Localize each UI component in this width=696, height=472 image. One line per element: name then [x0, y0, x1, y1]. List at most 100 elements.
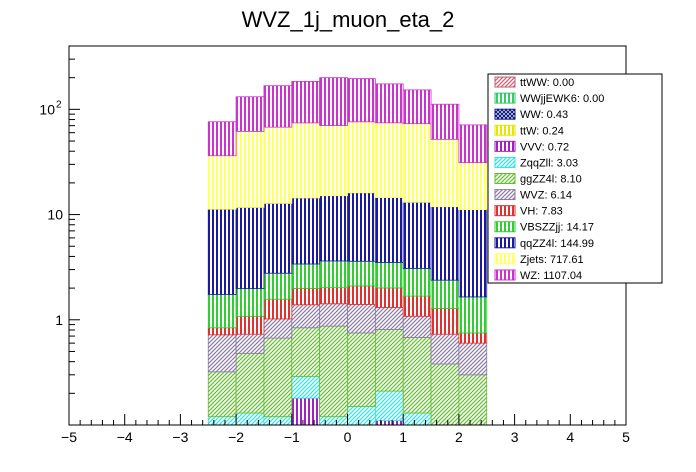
legend-entry-label: WW: 0.43 [520, 109, 568, 121]
bar-qqzz4l-bin-9 [458, 209, 488, 298]
bar-wz-bin-7 [402, 89, 432, 125]
bar-zjets-bin-8 [430, 138, 460, 208]
legend-entry-label: ggZZ4l: 8.10 [520, 174, 582, 186]
legend-swatch [494, 269, 516, 281]
bar-zqqzll-bin-6 [374, 390, 404, 422]
bar-ggzz4l-bin-7 [402, 337, 432, 414]
bar-zjets-bin-4 [319, 125, 348, 197]
legend-entry-label: VBSZZjj: 14.17 [520, 222, 594, 234]
bar-vbszzjj-bin-4 [319, 260, 348, 289]
bar-vh-bin-8 [430, 308, 460, 335]
legend: ttWW: 0.00 WWjjEWK6: 0.00 WW: 0.43 ttW: 0.2… [487, 73, 663, 284]
legend-swatch [494, 189, 516, 201]
legend-swatch [494, 108, 516, 120]
bar-wvz-bin-0 [207, 334, 237, 373]
bar-wz-bin-4 [319, 77, 348, 126]
bar-wz-bin-8 [430, 103, 460, 140]
legend-entry-label: WWjjEWK6: 0.00 [520, 93, 604, 105]
bar-vbszzjj-bin-1 [235, 288, 265, 317]
x-tick-label: 3 [511, 429, 519, 445]
bar-vbszzjj-bin-7 [402, 267, 432, 297]
bar-qqzz4l-bin-7 [402, 201, 432, 269]
bar-vh-bin-2 [263, 298, 293, 320]
bar-zjets-bin-7 [402, 123, 432, 203]
x-tick-label: −2 [228, 429, 244, 445]
bar-wvz-bin-6 [374, 307, 404, 330]
x-tick-label: −1 [284, 429, 300, 445]
x-tick-label: 4 [566, 429, 574, 445]
bar-wz-bin-3 [291, 80, 321, 124]
bar-wvz-bin-3 [291, 304, 321, 329]
bar-wz-bin-2 [263, 85, 293, 128]
legend-swatch [494, 221, 516, 233]
bar-zjets-bin-1 [235, 131, 265, 208]
bar-ggzz4l-bin-5 [347, 332, 376, 407]
bar-ggzz4l-bin-9 [458, 374, 488, 426]
bar-qqzz4l-bin-5 [347, 192, 376, 262]
bar-vbszzjj-bin-0 [207, 294, 237, 329]
bar-zqqzll-bin-5 [347, 406, 376, 426]
bar-vh-bin-6 [374, 287, 404, 308]
bar-ggzz4l-bin-0 [207, 371, 237, 418]
legend-swatch [494, 140, 516, 152]
legend-entry-label: WVZ: 6.14 [520, 190, 572, 202]
x-tick-label: 2 [455, 429, 463, 445]
bar-zqqzll-bin-7 [402, 412, 432, 426]
legend-swatch [494, 173, 516, 184]
x-tick-label: 1 [399, 429, 407, 445]
bar-vbszzjj-bin-8 [430, 279, 460, 309]
bar-wvz-bin-9 [458, 342, 488, 376]
y-tick-label: 10 [47, 207, 63, 223]
bar-qqzz4l-bin-0 [207, 208, 237, 295]
bar-vbszzjj-bin-5 [347, 260, 376, 287]
bar-zjets-bin-0 [207, 155, 237, 210]
bar-zqqzll-bin-1 [235, 412, 265, 426]
legend-entry-label: VH: 7.83 [520, 206, 563, 218]
x-tick-label: −3 [172, 429, 188, 445]
histogram-bars [207, 77, 488, 426]
bar-qqzz4l-bin-2 [263, 202, 293, 274]
bar-zjets-bin-2 [263, 126, 293, 204]
bar-ggzz4l-bin-8 [430, 363, 460, 426]
bar-vh-bin-5 [347, 285, 376, 305]
bar-ggzz4l-bin-3 [291, 327, 321, 377]
bar-zjets-bin-9 [458, 162, 488, 210]
bar-wvz-bin-7 [402, 315, 432, 338]
bar-wz-bin-1 [235, 96, 265, 132]
bar-vvv-bin-6 [374, 420, 404, 426]
bar-vbszzjj-bin-2 [263, 272, 293, 300]
bar-vh-bin-3 [291, 287, 321, 306]
x-tick-label: 5 [622, 429, 630, 445]
legend-box [487, 73, 663, 284]
bar-wz-bin-6 [374, 83, 404, 124]
bar-wz-bin-0 [207, 121, 237, 157]
bar-ggzz4l-bin-4 [319, 325, 348, 418]
legend-entry-label: qqZZ4l: 144.99 [520, 238, 594, 250]
bar-vh-bin-0 [207, 327, 237, 336]
bar-wz-bin-5 [347, 78, 376, 123]
bar-qqzz4l-bin-1 [235, 207, 265, 289]
x-axis: −5 −4 −3 −2 −1 0 1 2 3 4 5 [61, 414, 630, 445]
bar-zjets-bin-6 [374, 122, 404, 198]
bar-vh-bin-1 [235, 315, 265, 335]
y-tick-label: 10 [39, 101, 55, 117]
y-tick-label: 1 [55, 312, 63, 328]
y-tick-label-exponent: 2 [56, 99, 62, 110]
legend-swatch [494, 124, 516, 136]
bar-vh-bin-4 [319, 287, 348, 305]
bar-vh-bin-9 [458, 332, 488, 344]
bar-qqzz4l-bin-6 [374, 197, 404, 263]
bar-wvz-bin-5 [347, 304, 376, 334]
bar-wvz-bin-1 [235, 333, 265, 354]
legend-entry-label: Zjets: 717.61 [520, 254, 584, 266]
bar-qqzz4l-bin-4 [319, 195, 348, 262]
legend-swatch [494, 76, 516, 88]
x-tick-label: −4 [117, 429, 133, 445]
bar-vbszzjj-bin-9 [458, 296, 488, 334]
bar-vbszzjj-bin-6 [374, 262, 404, 289]
bar-zjets-bin-3 [291, 122, 321, 199]
legend-swatch [494, 156, 516, 168]
bar-vvv-bin-3 [291, 397, 321, 426]
bar-qqzz4l-bin-3 [291, 197, 321, 265]
